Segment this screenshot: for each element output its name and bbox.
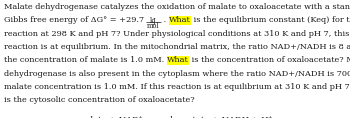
Text: What: What (167, 56, 189, 64)
Text: the concentration of malate is 1.0 mM.: the concentration of malate is 1.0 mM. (4, 56, 167, 64)
Text: is the equilibrium constant (Keq) for this: is the equilibrium constant (Keq) for th… (191, 16, 350, 24)
Text: malate concentration is 1.0 mM. If this reaction is at equilibrium at 310 K and : malate concentration is 1.0 mM. If this … (4, 83, 350, 91)
Text: Malate dehydrogenase catalyzes the oxidation of malate to oxaloacetate with a st: Malate dehydrogenase catalyzes the oxida… (4, 3, 350, 11)
Text: malate + NAD⁺ ⇔ oxaloacetate + NADH + H⁺: malate + NAD⁺ ⇔ oxaloacetate + NADH + H⁺ (77, 116, 273, 118)
Text: reaction at 298 K and pH 7? Under physiological conditions at 310 K and pH 7, th: reaction at 298 K and pH 7? Under physio… (4, 30, 350, 38)
Text: mol: mol (147, 22, 160, 30)
Text: is the concentration of oxaloacetate? Malate: is the concentration of oxaloacetate? Ma… (189, 56, 350, 64)
Text: is the cytosolic concentration of oxaloacetate?: is the cytosolic concentration of oxaloa… (4, 96, 195, 104)
Text: dehydrogenase is also present in the cytoplasm where the ratio NAD+/NADH is 700 : dehydrogenase is also present in the cyt… (4, 70, 350, 78)
Text: reaction is at equilibrium. In the mitochondrial matrix, the ratio NAD+/NADH is : reaction is at equilibrium. In the mitoc… (4, 43, 350, 51)
Text: Gibbs free energy of ΔG° = +29.7: Gibbs free energy of ΔG° = +29.7 (4, 16, 147, 24)
Text: What: What (169, 16, 191, 24)
Text: kJ: kJ (150, 17, 156, 25)
Text: .: . (161, 16, 169, 24)
